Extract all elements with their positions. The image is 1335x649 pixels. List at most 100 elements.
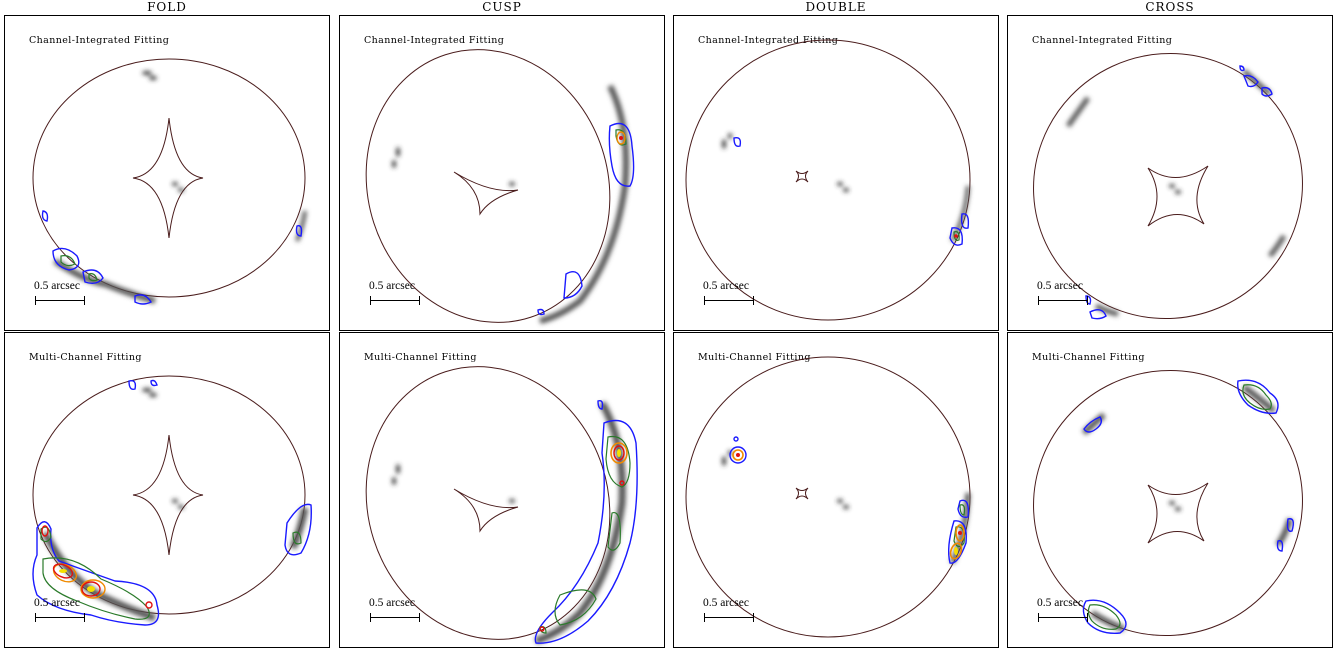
panel-cross-multichannel: Multi-Channel Fitting 0.5 arcsec bbox=[1007, 332, 1333, 648]
panel-double-multichannel: Multi-Channel Fitting bbox=[673, 332, 999, 648]
critical-curve bbox=[685, 39, 971, 321]
panel-cusp-multichannel: Multi-Channel Fitting bbox=[339, 332, 665, 648]
scalebar-label: 0.5 arcsec bbox=[1037, 597, 1083, 609]
contours-red bbox=[41, 525, 153, 609]
contours-red bbox=[954, 234, 958, 238]
scalebar-label: 0.5 arcsec bbox=[369, 280, 415, 292]
scalebar-label: 0.5 arcsec bbox=[34, 597, 80, 609]
scalebar: 0.5 arcsec bbox=[31, 280, 111, 310]
scalebar-tick bbox=[1087, 296, 1088, 305]
caustic bbox=[1147, 482, 1209, 544]
caustic bbox=[132, 117, 204, 239]
panel-label: Channel-Integrated Fitting bbox=[364, 35, 505, 46]
critical-curve bbox=[1033, 52, 1303, 320]
caustic bbox=[795, 170, 809, 183]
panel-label: Multi-Channel Fitting bbox=[364, 352, 477, 363]
critical-curve bbox=[685, 356, 971, 638]
scalebar: 0.5 arcsec bbox=[700, 280, 780, 310]
source-blobs bbox=[1169, 184, 1181, 194]
scalebar-tick bbox=[419, 296, 420, 305]
source-blobs bbox=[142, 71, 184, 192]
scalebar-line bbox=[1038, 300, 1088, 301]
panel-label: Multi-Channel Fitting bbox=[29, 352, 142, 363]
contours-orange bbox=[732, 449, 965, 560]
fold-multichannel-plot bbox=[32, 375, 312, 626]
panel-label: Channel-Integrated Fitting bbox=[29, 35, 170, 46]
scalebar: 0.5 arcsec bbox=[366, 280, 446, 310]
fold-integrated-plot bbox=[32, 58, 307, 305]
contours-yellow bbox=[59, 569, 95, 592]
scalebar-tick bbox=[753, 296, 754, 305]
scalebar-tick bbox=[35, 613, 36, 622]
scalebar: 0.5 arcsec bbox=[31, 597, 111, 627]
scalebar: 0.5 arcsec bbox=[366, 597, 446, 627]
caustic bbox=[453, 171, 519, 216]
scalebar-tick bbox=[1038, 296, 1039, 305]
contours-blue bbox=[733, 136, 970, 246]
contours-green bbox=[40, 526, 302, 620]
contours-orange bbox=[610, 442, 628, 464]
critical-curve bbox=[1033, 369, 1303, 637]
contours-red bbox=[539, 445, 625, 632]
source-blobs bbox=[142, 388, 184, 509]
scalebar-tick bbox=[1038, 613, 1039, 622]
critical-curve bbox=[32, 375, 306, 615]
contours-blue bbox=[41, 210, 303, 305]
contours-blue bbox=[32, 379, 312, 626]
scalebar-line bbox=[704, 300, 754, 301]
column-title-double: DOUBLE bbox=[805, 0, 867, 14]
double-multichannel-plot bbox=[685, 356, 971, 638]
scalebar-tick bbox=[35, 296, 36, 305]
cusp-multichannel-plot bbox=[365, 366, 638, 645]
caustic bbox=[795, 487, 809, 500]
cross-integrated-plot bbox=[1033, 52, 1303, 320]
contours-yellow bbox=[954, 547, 958, 555]
scalebar-line bbox=[370, 617, 420, 618]
contours-orange bbox=[616, 131, 626, 145]
scalebar-tick bbox=[419, 613, 420, 622]
scalebar: 0.5 arcsec bbox=[1034, 597, 1114, 627]
scalebar-label: 0.5 arcsec bbox=[369, 597, 415, 609]
scalebar-label: 0.5 arcsec bbox=[1037, 280, 1083, 292]
contours-blue bbox=[534, 399, 638, 644]
contours-blue bbox=[537, 122, 635, 316]
scalebar-line bbox=[35, 300, 85, 301]
scalebar-tick bbox=[84, 613, 85, 622]
source-blobs bbox=[392, 147, 515, 186]
contours-red bbox=[619, 136, 623, 140]
scalebar-label: 0.5 arcsec bbox=[34, 280, 80, 292]
scalebar-tick bbox=[370, 613, 371, 622]
column-title-fold: FOLD bbox=[147, 0, 187, 14]
scalebar-tick bbox=[753, 613, 754, 622]
scalebar-label: 0.5 arcsec bbox=[703, 597, 749, 609]
cusp-integrated-plot bbox=[365, 49, 635, 324]
panel-label: Multi-Channel Fitting bbox=[1032, 352, 1145, 363]
scalebar-tick bbox=[1087, 613, 1088, 622]
contours-blue bbox=[1082, 379, 1295, 634]
scalebar: 0.5 arcsec bbox=[1034, 280, 1114, 310]
scalebar: 0.5 arcsec bbox=[700, 597, 780, 627]
contours-green bbox=[1087, 384, 1272, 630]
double-integrated-plot bbox=[685, 39, 971, 321]
critical-curve bbox=[365, 49, 611, 323]
scalebar-tick bbox=[704, 613, 705, 622]
caustic bbox=[132, 434, 204, 556]
critical-curve bbox=[365, 366, 611, 640]
source-blobs bbox=[722, 133, 849, 192]
panel-label: Channel-Integrated Fitting bbox=[1032, 35, 1173, 46]
scalebar-tick bbox=[704, 296, 705, 305]
scalebar-line bbox=[370, 300, 420, 301]
column-title-cusp: CUSP bbox=[482, 0, 522, 14]
scalebar-line bbox=[704, 617, 754, 618]
cross-multichannel-plot bbox=[1033, 369, 1303, 637]
contours-yellow bbox=[617, 449, 621, 457]
panel-fold-multichannel: Multi-Channel Fitting bbox=[4, 332, 330, 648]
source-blobs bbox=[1169, 501, 1181, 511]
lensed-images bbox=[41, 507, 309, 622]
lensed-images bbox=[53, 210, 307, 304]
scalebar-tick bbox=[84, 296, 85, 305]
contours-blue bbox=[1085, 65, 1273, 320]
source-blobs bbox=[392, 464, 515, 503]
column-title-cross: CROSS bbox=[1145, 0, 1195, 14]
caustic bbox=[1147, 165, 1209, 227]
